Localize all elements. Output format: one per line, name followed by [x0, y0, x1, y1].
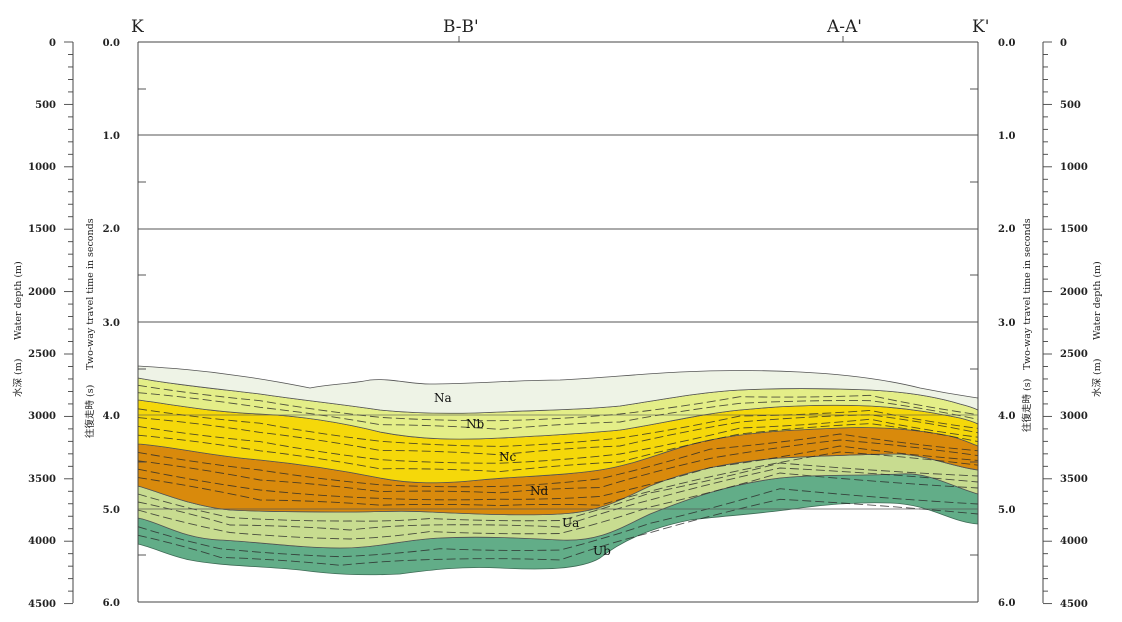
right-depth-title: Water depth (m)	[1092, 261, 1103, 340]
right-twt-tick: 4.0	[998, 411, 1015, 422]
profile-labels: K B-B' A-A' K'	[131, 17, 989, 37]
right-depth-tick: 2500	[1060, 349, 1088, 360]
unit-label-ub: Ub	[593, 544, 611, 558]
reflector-line	[137, 423, 979, 473]
left-twt-title-jp: 往復走時 (s)	[84, 385, 96, 438]
reflector-line	[137, 445, 979, 501]
right-depth-tick: 2000	[1060, 287, 1088, 298]
right-twt-tick: 0.0	[998, 38, 1015, 49]
right-depth-tick: 3000	[1060, 411, 1088, 422]
left-twt-axis: 0.0 1.0 2.0 3.0 4.0 5.0 6.0	[103, 38, 120, 609]
reflector-line	[137, 451, 979, 507]
left-twt-tick: 0.0	[103, 38, 120, 49]
reflector-line	[137, 408, 979, 447]
right-depth-tick: 1500	[1060, 224, 1088, 235]
plot-frame	[137, 36, 979, 603]
reflector-line	[137, 472, 979, 540]
right-twt-axis: 0.0 1.0 2.0 3.0 4.0 5.0 6.0	[998, 38, 1015, 609]
seismic-reflectors	[137, 384, 979, 566]
reflector-line	[137, 384, 979, 422]
right-twt-tick: 6.0	[998, 598, 1015, 609]
right-twt-tick: 2.0	[998, 224, 1015, 235]
left-depth-tick: 0	[49, 38, 56, 49]
unit-label-nb: Nb	[466, 417, 485, 431]
unit-label-ua: Ua	[562, 516, 579, 530]
right-depth-tick: 3500	[1060, 474, 1088, 485]
left-depth-tick: 1000	[28, 162, 56, 173]
reflector-line	[137, 488, 979, 558]
left-twt-title: Two-way travel time in seconds	[85, 218, 96, 370]
reflector-line	[137, 462, 979, 522]
left-twt-tick: 5.0	[103, 505, 120, 516]
left-twt-tick: 1.0	[103, 131, 120, 142]
right-depth-tick: 500	[1060, 100, 1081, 111]
right-depth-title-jp: 水深 (m)	[1091, 359, 1103, 397]
right-depth-tick: 4000	[1060, 536, 1088, 547]
reflector-line	[137, 439, 979, 494]
stratigraphic-units	[137, 365, 979, 576]
label-k: K	[131, 17, 144, 37]
left-depth-tick: 3000	[28, 411, 56, 422]
right-depth-tick: 1000	[1060, 162, 1088, 173]
right-depth-tick: 4500	[1060, 599, 1088, 610]
left-depth-tick: 3500	[28, 474, 56, 485]
left-depth-tick: 2000	[28, 287, 56, 298]
unit-label-na: Na	[434, 391, 452, 405]
left-twt-tick: 4.0	[103, 411, 120, 422]
left-depth-tick: 500	[35, 100, 56, 111]
left-depth-title: Water depth (m)	[13, 261, 24, 340]
unit-labels: Na Nb Nc Nd Ua Ub	[434, 391, 611, 558]
left-twt-tick: 3.0	[103, 318, 120, 329]
right-twt-title-jp: 往復走時 (s)	[1021, 379, 1033, 432]
unit-label-nd: Nd	[530, 484, 549, 498]
reflector-line	[137, 392, 979, 430]
label-bb: B-B'	[443, 17, 479, 37]
reflector-line	[137, 467, 979, 531]
label-k-prime: K'	[972, 17, 989, 37]
axis-titles: 水深 (m) Water depth (m) 往復走時 (s) Two-way …	[12, 218, 1103, 438]
label-aa: A-A'	[826, 17, 862, 37]
right-twt-tick: 5.0	[998, 505, 1015, 516]
left-depth-tick: 1500	[28, 224, 56, 235]
left-twt-tick: 6.0	[103, 598, 120, 609]
reflector-line	[137, 498, 979, 566]
reflector-line	[137, 433, 979, 488]
left-depth-title-jp: 水深 (m)	[12, 359, 24, 397]
left-depth-tick: 2500	[28, 349, 56, 360]
right-depth-tick: 0	[1060, 38, 1067, 49]
left-twt-tick: 2.0	[103, 224, 120, 235]
unit-label-nc: Nc	[499, 450, 517, 464]
right-twt-tick: 3.0	[998, 318, 1015, 329]
right-depth-axis: 0 500 1000 1500 2000 2500 3000 3500 4000…	[1042, 38, 1088, 610]
left-depth-tick: 4500	[28, 599, 56, 610]
reflector-line	[137, 418, 979, 464]
right-twt-title: Two-way travel time in seconds	[1022, 218, 1033, 370]
left-depth-axis: 0 500 1000 1500 2000 2500 3000 3500 4000…	[28, 38, 74, 610]
left-depth-tick: 4000	[28, 536, 56, 547]
right-twt-tick: 1.0	[998, 131, 1015, 142]
